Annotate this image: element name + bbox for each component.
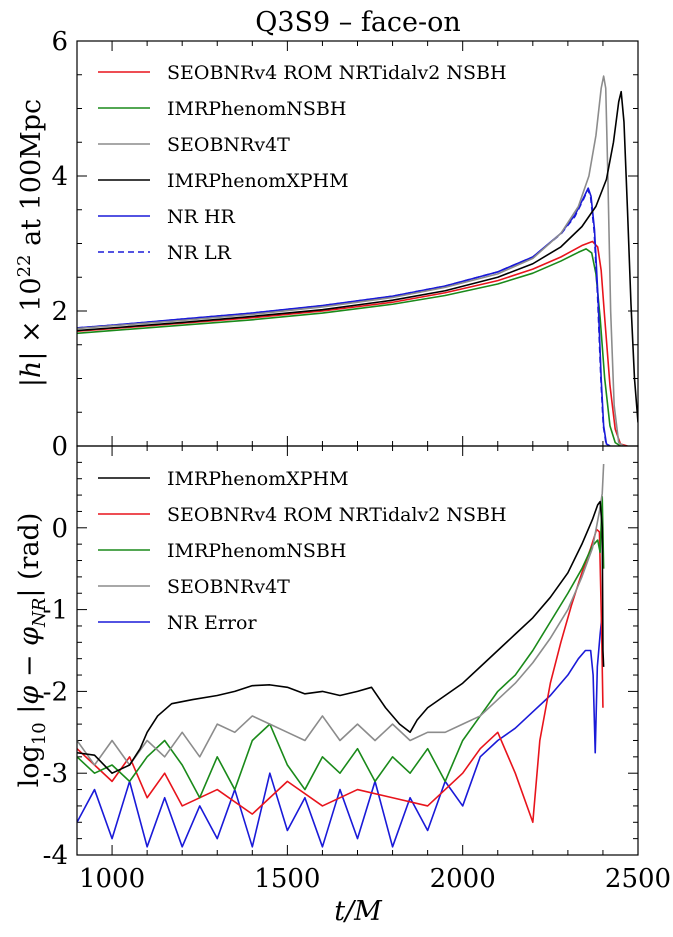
- bottom-y-axis-label: log10 |φ − φNR| (rad): [14, 513, 50, 788]
- bottom-series-lines: [77, 463, 605, 848]
- bot-series-imrphenomxphm: [77, 500, 605, 774]
- top-y-tick-label: 4: [51, 162, 68, 192]
- top-series-imrphenomxphm: [77, 90, 638, 423]
- top-y-tick-labels: 0 2 4 6: [51, 27, 68, 462]
- bot-legend-label-imrphenomnsbh: IMRPhenomNSBH: [167, 540, 346, 562]
- top-series-nr-hr: [77, 187, 611, 446]
- bot-legend-label-imrphenomxphm: IMRPhenomXPHM: [167, 468, 349, 490]
- bottom-panel: IMRPhenomXPHM SEOBNRv4 ROM NRTidalv2 NSBH…: [14, 445, 671, 927]
- bot-series-imrphenomnsbh: [77, 495, 605, 799]
- top-legend-label-nr-hr: NR HR: [167, 206, 236, 228]
- top-chart-title: Q3S9 – face-on: [255, 7, 461, 38]
- top-plot-frame: [76, 40, 639, 447]
- top-y-axis-label: |h| × 1022 at 100Mpc: [14, 99, 47, 387]
- top-legend: SEOBNRv4 ROM NRTidalv2 NSBH IMRPhenomNSBH…: [98, 62, 507, 264]
- bot-y-tick-label: -4: [43, 841, 68, 871]
- top-series-seobnrv4-rom-nrtidalv2-nsbh: [77, 240, 628, 446]
- bot-x-tick-label: 2000: [430, 864, 496, 894]
- top-legend-label-nr-lr: NR LR: [167, 242, 232, 264]
- bottom-x-axis-label: t/M: [334, 896, 383, 927]
- bot-y-tick-label: -2: [43, 677, 68, 707]
- top-y-tick-label: 2: [51, 297, 68, 327]
- top-series-seobnrv4t: [77, 75, 625, 446]
- bot-x-tick-label: 2500: [605, 864, 671, 894]
- bot-legend-label-seobnrv4-rom-nrtidalv2-nsbh: SEOBNRv4 ROM NRTidalv2 NSBH: [167, 504, 507, 526]
- bottom-y-tick-labels: -4 -3 -2 -1 0: [43, 514, 68, 871]
- top-ticks: [76, 40, 639, 447]
- top-series-nr-lr: [77, 188, 611, 446]
- bottom-ticks: [76, 445, 639, 856]
- bottom-legend: IMRPhenomXPHM SEOBNRv4 ROM NRTidalv2 NSBH…: [98, 468, 507, 634]
- bottom-x-tick-labels: 1000 1500 2000 2500: [79, 864, 671, 894]
- top-series-lines: [77, 75, 638, 446]
- bot-y-tick-label: 0: [51, 514, 68, 544]
- top-series-imrphenomnsbh: [77, 248, 621, 446]
- top-legend-label-seobnrv4-rom-nrtidalv2-nsbh: SEOBNRv4 ROM NRTidalv2 NSBH: [167, 62, 507, 84]
- bottom-plot-frame: [76, 445, 639, 856]
- bot-series-nr-error: [77, 613, 604, 848]
- bot-series-seobnrv4t: [77, 463, 605, 766]
- top-legend-label-imrphenomnsbh: IMRPhenomNSBH: [167, 98, 346, 120]
- bot-legend-label-nr-error: NR Error: [167, 612, 257, 634]
- top-y-tick-label: 0: [51, 432, 68, 462]
- bot-legend-label-seobnrv4t: SEOBNRv4T: [167, 576, 290, 598]
- top-legend-label-seobnrv4t: SEOBNRv4T: [167, 134, 290, 156]
- bot-y-tick-label: -3: [43, 759, 68, 789]
- top-y-tick-label: 6: [51, 27, 68, 57]
- bot-series-seobnrv4-rom-nrtidalv2-nsbh: [77, 528, 604, 824]
- bot-y-tick-label: -1: [43, 596, 68, 626]
- top-legend-label-imrphenomxphm: IMRPhenomXPHM: [167, 170, 349, 192]
- top-panel: SEOBNRv4 ROM NRTidalv2 NSBH IMRPhenomNSBH…: [14, 27, 639, 462]
- bot-x-tick-label: 1000: [79, 864, 145, 894]
- bot-x-tick-label: 1500: [254, 864, 320, 894]
